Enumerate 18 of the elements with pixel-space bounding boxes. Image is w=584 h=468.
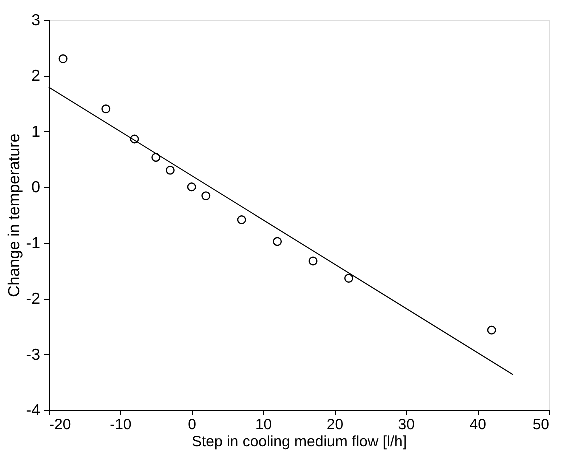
y-axis-title: Change in temperature	[6, 134, 24, 298]
x-tick-label: 40	[470, 416, 486, 434]
x-tick-label: 30	[398, 416, 415, 434]
y-tick-label: 0	[32, 180, 41, 197]
x-tick-label: -10	[110, 416, 132, 434]
y-tick-label: -1	[26, 235, 41, 252]
y-tick-label: 1	[32, 124, 41, 141]
x-tick-label: 0	[188, 416, 197, 434]
y-tick-label: -4	[26, 402, 41, 420]
x-tick-label: 50	[532, 416, 550, 434]
x-axis-title: Step in cooling medium flow [l/h]	[192, 434, 408, 450]
y-tick-label: -3	[26, 346, 41, 364]
x-tick-label: 10	[255, 416, 272, 434]
x-tick-label: 20	[326, 416, 344, 434]
y-tick-label: -2	[26, 291, 41, 308]
x-tick-label: -20	[50, 416, 72, 434]
y-tick-label: 2	[32, 68, 41, 86]
y-tick-label: 3	[32, 12, 41, 30]
